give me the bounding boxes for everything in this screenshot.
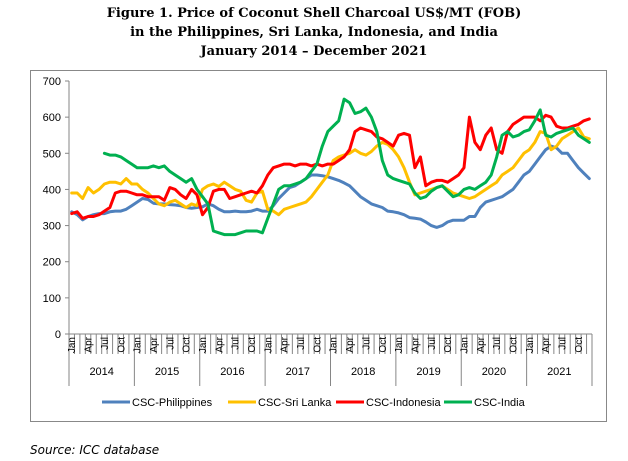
x-month-label: Jan: [394, 337, 405, 353]
y-tick-label: 500: [43, 148, 61, 160]
x-month-label: Oct: [509, 337, 520, 353]
x-month-label: Jul: [231, 337, 242, 350]
source-note: Source: ICC database: [30, 443, 160, 457]
legend: CSC-Philippines CSC-Sri Lanka CSC-Indonesi…: [102, 397, 526, 409]
x-month-label: Jan: [329, 337, 340, 353]
x-month-label: Oct: [378, 337, 389, 353]
x-year-label: 2020: [482, 366, 506, 378]
title-line-1: Figure 1. Price of Coconut Shell Charcoa…: [106, 6, 522, 21]
x-month-label: Oct: [116, 337, 127, 353]
y-tick-label: 400: [43, 184, 61, 196]
legend-label: CSC-Philippines: [132, 397, 213, 409]
x-year-label: 2018: [351, 366, 375, 378]
x-month-label: Apr: [84, 336, 95, 352]
x-month-label: Oct: [312, 337, 323, 353]
series-line-csc-sri-lanka: [70, 126, 591, 217]
x-month-label: Jul: [558, 337, 569, 350]
legend-label: CSC-Indonesia: [366, 397, 441, 409]
y-tick-label: 700: [43, 76, 61, 88]
x-month-label: Oct: [574, 337, 585, 353]
x-month-label: Jul: [100, 337, 111, 350]
title-line-2: in the Philippines, Sri Lanka, Indonesia…: [130, 25, 498, 40]
y-tick-label: 200: [43, 257, 61, 269]
x-month-label: Jul: [296, 337, 307, 350]
x-month-label: Apr: [410, 336, 421, 352]
x-month-label: Apr: [149, 336, 160, 352]
series-line-csc-india: [102, 97, 591, 237]
x-month-label: Apr: [476, 336, 487, 352]
x-month-label: Jul: [165, 337, 176, 350]
x-month-label: Oct: [443, 337, 454, 353]
x-month-label: Jan: [198, 337, 209, 353]
x-year-label: 2015: [155, 366, 179, 378]
x-month-label: Apr: [345, 336, 356, 352]
series-lines: [70, 97, 591, 237]
series-line-csc-philippines: [70, 144, 591, 229]
figure-title: Figure 1. Price of Coconut Shell Charcoa…: [0, 4, 628, 61]
x-year-label: 2014: [89, 366, 113, 378]
x-month-label: Jan: [67, 337, 78, 353]
x-month-label: Apr: [541, 336, 552, 352]
axes: 0 100 200 300 400 500 600 700 Jan Apr Jul Oct Jan Apr…: [43, 76, 593, 386]
chart-frame: [30, 70, 607, 422]
x-year-label: 2017: [286, 366, 310, 378]
y-tick-label: 0: [55, 329, 61, 341]
x-month-label: Jan: [263, 337, 274, 353]
x-month-label: Jan: [459, 337, 470, 353]
y-tick-label: 600: [43, 112, 61, 124]
x-month-label: Jul: [492, 337, 503, 350]
legend-label: CSC-India: [474, 397, 526, 409]
x-month-label: Oct: [182, 337, 193, 353]
x-year-label: 2019: [416, 366, 440, 378]
title-line-3: January 2014 – December 2021: [200, 44, 428, 59]
x-year-label: 2021: [547, 366, 571, 378]
x-month-label: Apr: [214, 336, 225, 352]
x-month-label: Apr: [280, 336, 291, 352]
y-tick-label: 100: [43, 293, 61, 305]
legend-label: CSC-Sri Lanka: [258, 397, 332, 409]
series-line-csc-indonesia: [70, 113, 591, 220]
x-month-label: Jul: [427, 337, 438, 350]
x-month-label: Jan: [133, 337, 144, 353]
x-month-label: Oct: [247, 337, 258, 353]
x-month-label: Jul: [361, 337, 372, 350]
x-month-label: Jan: [525, 337, 536, 353]
x-year-label: 2016: [220, 366, 244, 378]
y-tick-label: 300: [43, 221, 61, 233]
